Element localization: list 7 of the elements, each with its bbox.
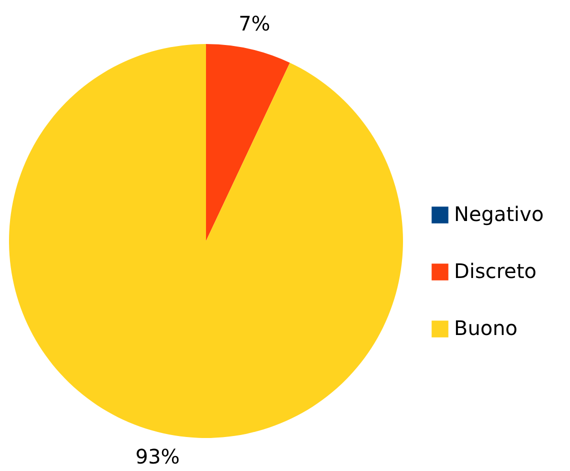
data-label: 93% [135,444,180,469]
pie-slice [9,44,403,438]
data-label: 7% [238,11,270,36]
legend-label: Discreto [454,259,537,283]
pie-slice [206,44,290,241]
legend-label: Negativo [454,202,544,226]
legend-label: Buono [454,316,518,340]
